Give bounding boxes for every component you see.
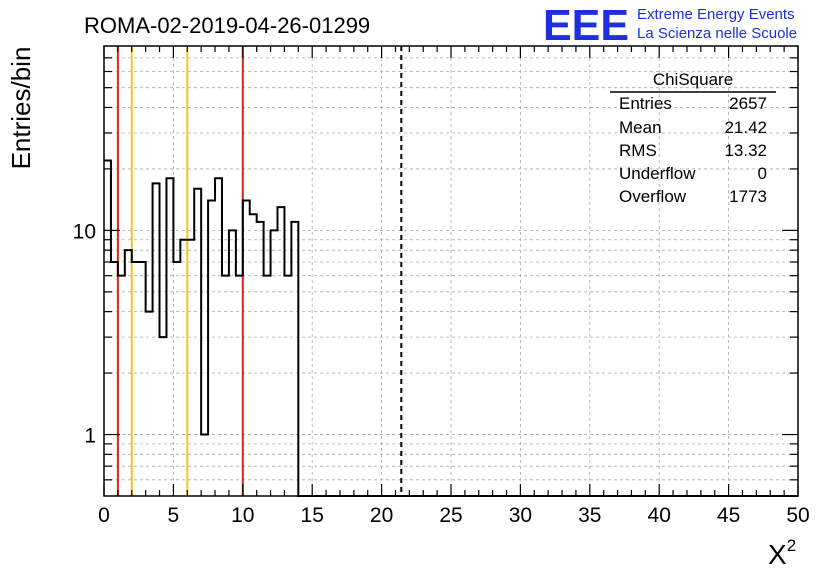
x-tick-label: 50 bbox=[786, 504, 809, 527]
x-tick-label: 45 bbox=[717, 504, 740, 527]
x-tick-label: 35 bbox=[578, 504, 601, 527]
y-axis: 1 10 bbox=[73, 57, 798, 481]
stats-label-rms: RMS bbox=[619, 141, 657, 160]
x-tick-label: 10 bbox=[231, 504, 254, 527]
y-axis-label: Entries/bin bbox=[6, 47, 36, 170]
stats-label-mean: Mean bbox=[619, 118, 662, 137]
x-tick-label: 5 bbox=[168, 504, 180, 527]
stats-label-entries: Entries bbox=[619, 94, 672, 113]
y-tick-label: 1 bbox=[84, 425, 96, 448]
stats-label-underflow: Underflow bbox=[619, 164, 696, 183]
eee-logo-line1: Extreme Energy Events bbox=[637, 6, 795, 23]
stats-label-overflow: Overflow bbox=[619, 187, 687, 206]
x-axis-label-superscript: 2 bbox=[787, 536, 796, 555]
y-tick-label: 10 bbox=[73, 220, 96, 243]
eee-logo: EEE Extreme Energy Events La Scienza nel… bbox=[543, 1, 797, 50]
x-tick-label: 40 bbox=[648, 504, 671, 527]
eee-logo-text: EEE bbox=[543, 1, 629, 50]
stats-box: ChiSquare Entries 2657 Mean 21.42 RMS 13… bbox=[610, 70, 776, 206]
stats-value-underflow: 0 bbox=[758, 164, 767, 183]
run-title: ROMA-02-2019-04-26-01299 bbox=[84, 13, 370, 38]
x-tick-label: 15 bbox=[301, 504, 324, 527]
grid-lines bbox=[104, 46, 798, 496]
x-tick-label: 25 bbox=[439, 504, 462, 527]
stats-title: ChiSquare bbox=[653, 70, 733, 89]
stats-value-mean: 21.42 bbox=[724, 118, 767, 137]
plot-frame bbox=[103, 45, 799, 497]
x-tick-label: 0 bbox=[98, 504, 110, 527]
x-axis-label-base: X bbox=[768, 539, 787, 570]
stats-value-overflow: 1773 bbox=[729, 187, 767, 206]
eee-logo-line2: La Scienza nelle Scuole bbox=[637, 25, 797, 42]
x-tick-label: 30 bbox=[509, 504, 532, 527]
x-axis: 0 5 10 15 20 25 30 35 40 45 50 bbox=[98, 46, 810, 527]
stats-value-rms: 13.32 bbox=[724, 141, 767, 160]
x-tick-label: 20 bbox=[370, 504, 393, 527]
stats-value-entries: 2657 bbox=[729, 94, 767, 113]
x-axis-label: X2 bbox=[768, 536, 796, 570]
